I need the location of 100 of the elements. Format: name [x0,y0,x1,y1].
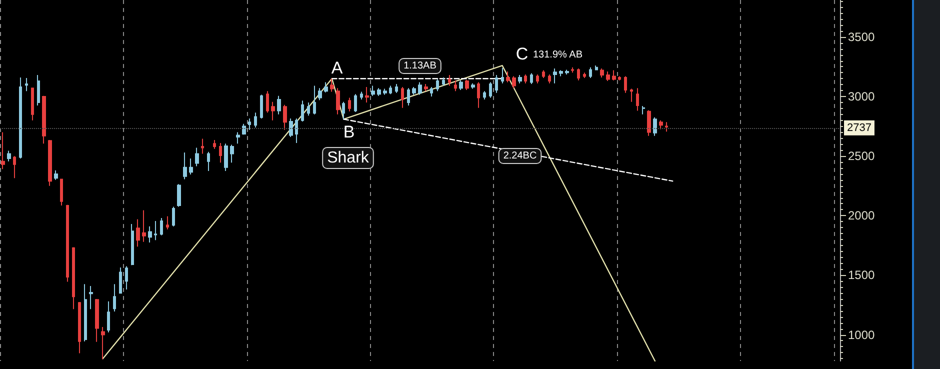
candlestick [248,118,251,130]
candlestick [395,83,398,94]
y-tick-label: 1000 [848,328,876,342]
candlestick [66,204,69,282]
candlestick [354,94,357,112]
candlestick [136,218,140,248]
candlestick [653,116,657,136]
candlestick [154,220,157,241]
candlestick [436,78,439,92]
candlestick [512,76,516,89]
candlestick [37,74,40,106]
y-tick-label: 3000 [848,90,876,104]
annotation: B [343,122,355,142]
candlestick [201,138,204,154]
candlestick [360,91,363,100]
annotation: Shark [327,150,370,166]
candlestick [84,284,87,342]
candlestick [54,170,58,180]
candlestick [565,69,569,75]
annotation: A [331,58,344,78]
candlestick [542,70,545,79]
candlestick [125,266,128,290]
candlestick [271,101,275,121]
candlestick [465,79,469,90]
candlestick [119,266,122,294]
candlestick [31,87,34,121]
candlestick [642,106,645,115]
candlestick [442,76,445,86]
candlestick [553,68,557,84]
candlestick [506,70,510,83]
candlestick [289,118,293,138]
candlestick [518,74,522,84]
candlestick [277,95,281,115]
candlestick [606,70,610,82]
candlestick [166,216,169,230]
candlestick [242,123,246,136]
candlestick [183,152,187,180]
candlestick [213,139,216,150]
candlestick [495,74,498,94]
candlestick [101,326,105,360]
candlestick [618,76,621,81]
candlestick [424,83,428,92]
candlestick [254,112,257,128]
candlestick [524,74,527,84]
candlestick [665,122,668,132]
candlestick [72,246,75,310]
candlestick [189,158,193,176]
candlestick [260,94,263,120]
candlestick [489,82,492,98]
candlestick [224,143,228,172]
candlestick [25,78,28,92]
y-tick-label: 2500 [848,149,876,164]
candlestick [407,88,410,106]
candlestick [589,66,592,79]
candlestick [448,74,451,86]
candlestick [177,184,181,208]
candlestick [131,223,134,266]
candlestick [389,85,392,95]
candlestick [536,74,539,84]
candlestick [89,285,93,310]
candlestick [19,76,22,159]
candlestick [600,68,604,78]
candlestick [477,82,480,108]
candlestick [430,86,433,98]
candlestick [142,210,146,242]
candlestick [336,88,340,115]
candlestick [624,76,627,94]
candlestick [612,70,616,81]
candlestick [483,90,486,100]
candlestick [559,70,563,77]
candlestick [107,300,110,333]
candlestick [401,86,404,108]
candlestick [348,97,351,112]
candlestick [418,82,422,96]
candlestick [377,88,381,96]
annotation: 131.9% AB [533,50,583,60]
annotation: 2.24BC [503,150,537,162]
ref-line-label: 2737 [847,122,872,134]
candlestick [60,178,63,206]
candlestick [219,142,222,164]
candlestick [630,88,633,102]
candlestick [412,86,416,96]
candlestick [583,72,586,79]
candlestick [647,110,651,136]
candlestick [501,67,504,84]
candlestick [295,118,298,144]
candlestick [595,65,598,71]
candlestick [172,206,175,227]
candlestick [459,80,463,90]
candlestick [659,120,663,130]
candlestick [307,102,310,116]
candlestick [324,82,328,93]
annotation: 1.13AB [404,60,437,72]
candlestick [342,101,345,120]
candlestick [318,88,322,101]
candlestick [471,82,475,90]
candlestick [95,298,99,342]
candlestick [577,68,580,81]
candlestick [195,147,199,167]
candlestick [530,72,533,84]
